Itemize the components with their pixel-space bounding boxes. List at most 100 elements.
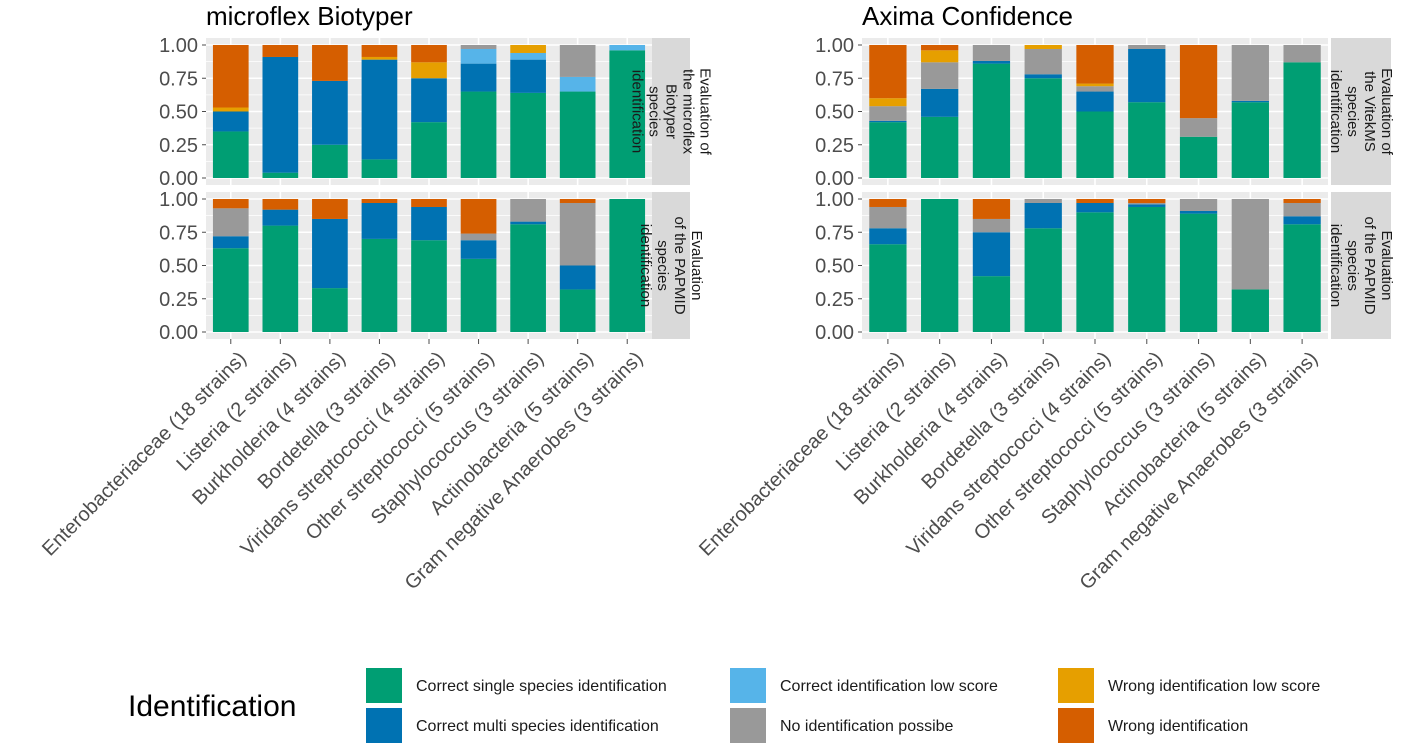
bar-segment [1128, 204, 1166, 207]
bar-segment [609, 50, 646, 178]
bar-segment [559, 199, 596, 203]
y-tick-label: 0.00 [159, 168, 198, 190]
bar-segment [361, 202, 398, 239]
bar-segment [411, 78, 447, 123]
bar-segment [972, 63, 1011, 179]
bar-segment [460, 258, 497, 332]
bar-segment [869, 122, 907, 178]
bar-segment [1076, 91, 1114, 112]
chart-title: microflex Biotyper [206, 1, 413, 31]
bar-segment [1128, 48, 1166, 103]
bar-segment [972, 218, 1011, 233]
x-tick-label: Gram negative Anaerobes (3 strains) [1076, 348, 1323, 595]
bar-segment [361, 45, 398, 57]
bar-segment [212, 208, 249, 237]
bar-segment [361, 59, 398, 160]
bar-segment [1179, 118, 1218, 137]
bar-segment [921, 45, 959, 51]
facet-strip-label: identification [1327, 224, 1344, 307]
bar-segment [921, 50, 959, 63]
legend-swatch [366, 708, 402, 743]
bar-segment [1024, 74, 1062, 79]
bar-segment [1128, 199, 1166, 203]
bar-segment [1283, 216, 1321, 225]
bar-segment [460, 45, 497, 49]
bar-segment [460, 240, 497, 259]
bar-segment [1283, 62, 1321, 178]
bar-segment [212, 111, 249, 132]
facet-strip-label: Evaluation of [1378, 68, 1395, 156]
bar-segment [212, 236, 249, 249]
bar-segment [1179, 210, 1218, 214]
legend-swatch [366, 668, 402, 703]
y-tick-label: 0.25 [159, 289, 198, 311]
facet-strip-label: identification [1327, 70, 1344, 153]
facet-strip-label: species [1344, 86, 1361, 137]
bar-segment [1128, 45, 1166, 49]
facet-strip-label: identification [629, 70, 646, 153]
bar-segment [869, 98, 907, 107]
bar-segment [411, 122, 447, 178]
facet-strip [1331, 38, 1391, 185]
bar-segment [460, 199, 497, 234]
bar-segment [869, 228, 907, 245]
y-tick-label: 0.75 [815, 222, 854, 244]
x-tick-label: Enterobacteriaceae (18 strains) [38, 348, 251, 561]
bar-segment [869, 199, 907, 207]
bar-segment [1231, 100, 1269, 103]
bar-segment [510, 221, 546, 225]
bar-segment [1231, 102, 1269, 178]
facet-strip-label: species [1344, 240, 1361, 291]
y-tick-label: 0.00 [815, 322, 854, 344]
bar-segment [559, 289, 596, 332]
facet-strip-label: species [654, 240, 671, 291]
bar-segment [1076, 86, 1114, 92]
y-tick-label: 0.00 [815, 168, 854, 190]
bar-segment [559, 91, 596, 178]
bar-segment [460, 48, 497, 64]
bar-segment [972, 60, 1011, 64]
bar-segment [1024, 45, 1062, 49]
bar-segment [212, 248, 249, 332]
bar-segment [869, 106, 907, 121]
y-tick-label: 0.50 [159, 102, 198, 124]
facet-strip [652, 38, 690, 185]
y-tick-label: 1.00 [815, 189, 854, 211]
bar-segment [361, 238, 398, 332]
bar-segment [869, 45, 907, 99]
bar-segment [510, 59, 546, 93]
bar-segment [510, 52, 546, 60]
chart-title: Axima Confidence [862, 1, 1073, 31]
bar-segment [1024, 48, 1062, 75]
bar-segment [212, 107, 249, 112]
bar-segment [212, 45, 249, 108]
bar-segment [262, 45, 299, 57]
bar-segment [510, 45, 546, 53]
bar-segment [609, 199, 646, 332]
bar-segment [1179, 45, 1218, 119]
bar-segment [1076, 202, 1114, 213]
bar-segment [1076, 83, 1114, 87]
bar-segment [972, 199, 1011, 219]
bar-segment [1076, 111, 1114, 178]
bar-segment [361, 199, 398, 203]
y-tick-label: 1.00 [159, 189, 198, 211]
y-tick-label: 0.50 [159, 256, 198, 278]
facet-strip-label: Biotyper [663, 84, 680, 139]
x-tick-label: Enterobacteriaceae (18 strains) [695, 348, 908, 561]
legend-swatch [1058, 668, 1094, 703]
bar-segment [510, 199, 546, 222]
bar-segment [921, 199, 959, 332]
bar-segment [312, 45, 348, 81]
y-tick-label: 0.50 [815, 102, 854, 124]
bar-segment [1231, 45, 1269, 101]
facet-strip-label: Evaluation of [697, 68, 714, 156]
legend-label: Wrong identification [1108, 718, 1248, 735]
bar-segment [1283, 202, 1321, 217]
bar-segment [1024, 199, 1062, 203]
facet-strip-label: species [646, 86, 663, 137]
bar-segment [510, 92, 546, 178]
bar-segment [411, 62, 447, 79]
bar-segment [1076, 45, 1114, 84]
bar-segment [1231, 199, 1269, 290]
